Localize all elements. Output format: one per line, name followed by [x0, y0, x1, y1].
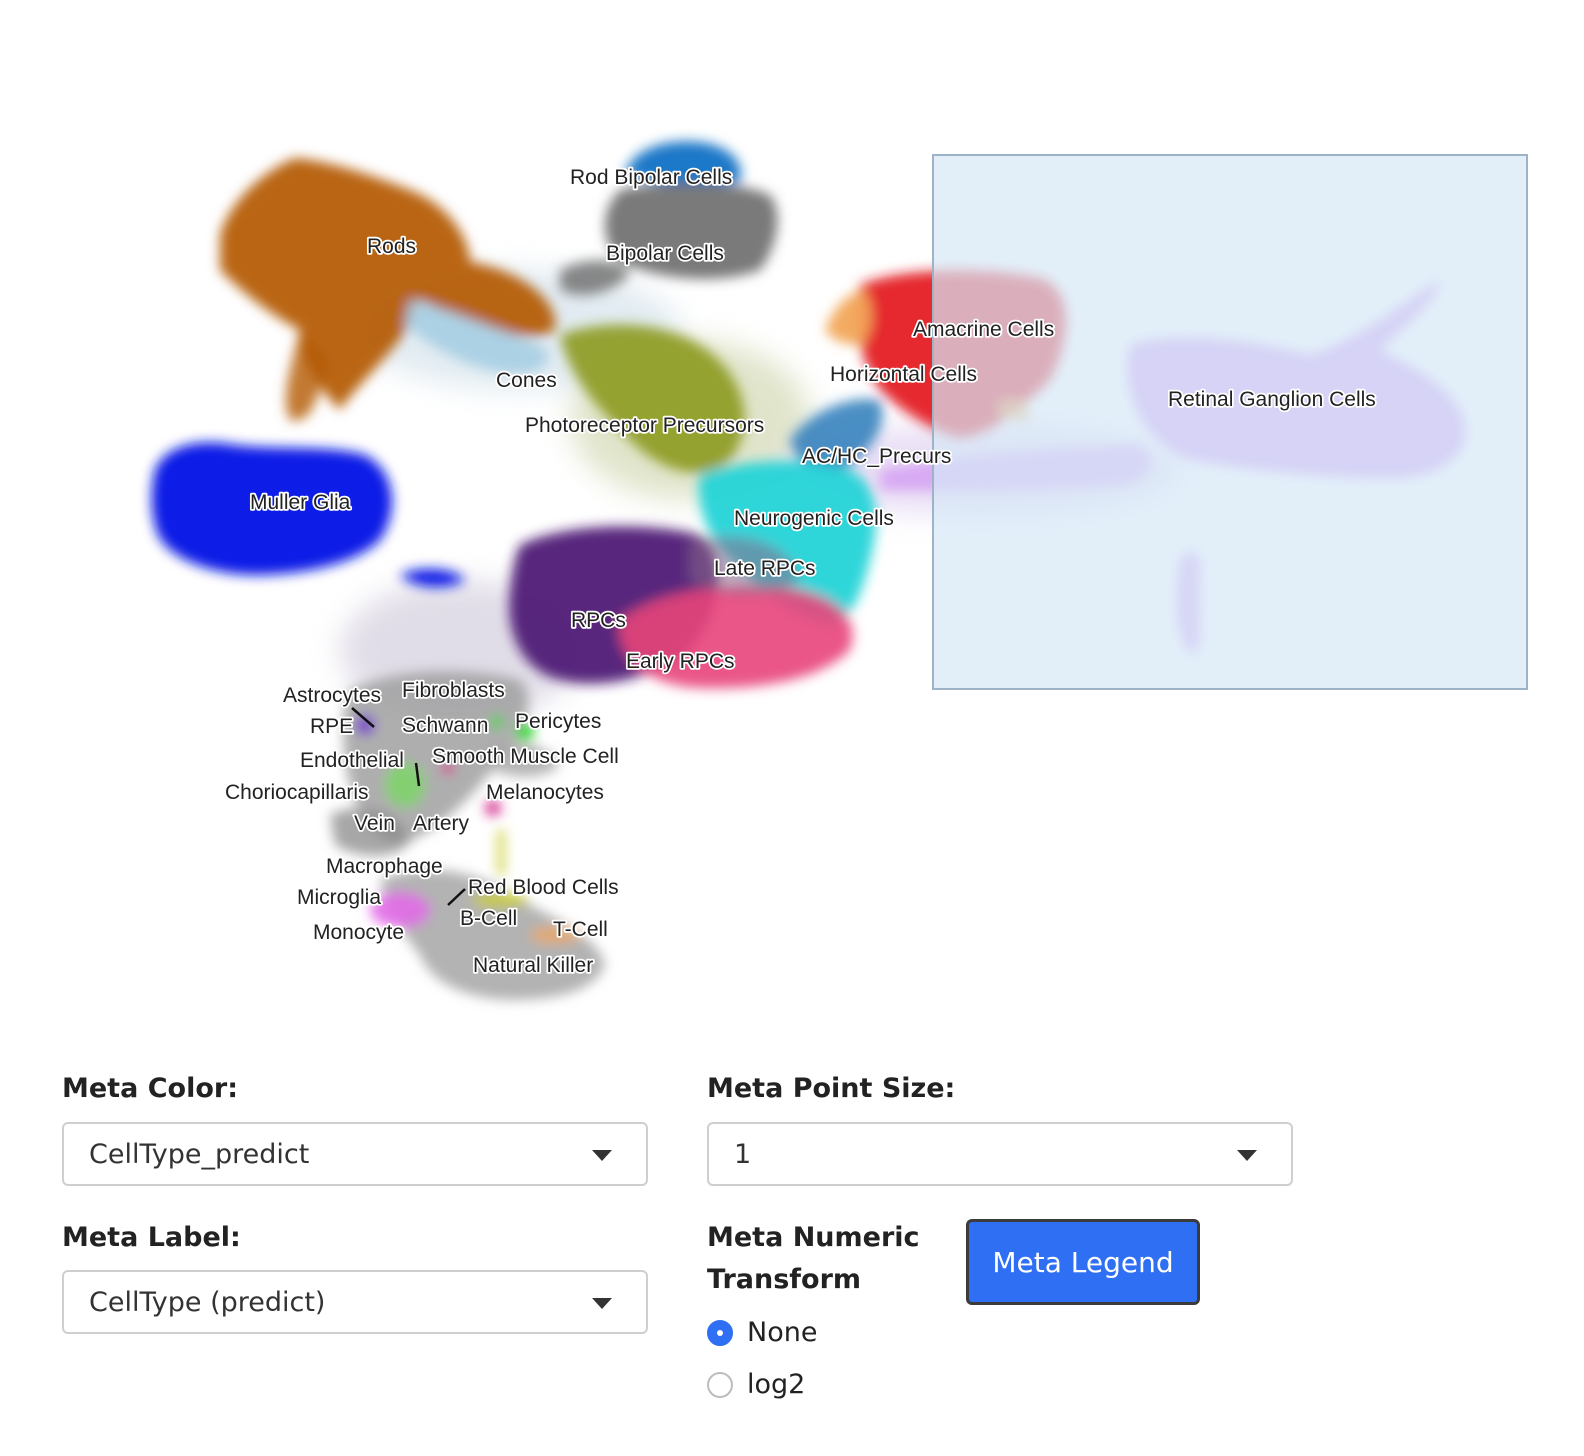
leader-lines	[351, 707, 466, 906]
label-achc-precurs: AC/HC_Precurs	[802, 445, 951, 468]
label-rod-bipolar-cells: Rod Bipolar Cells	[570, 166, 732, 189]
chevron-down-icon	[592, 1150, 612, 1161]
meta-label-value: CellType (predict)	[89, 1287, 326, 1318]
radio-option-none[interactable]: None	[707, 1317, 817, 1348]
meta-color-select[interactable]: CellType_predict	[62, 1122, 648, 1186]
label-fibroblasts: Fibroblasts	[402, 679, 505, 702]
label-muller-glia: Muller Glia	[250, 491, 351, 514]
label-smooth-muscle-cell: Smooth Muscle Cell	[432, 745, 619, 768]
label-vein: Vein	[354, 812, 395, 835]
radio-button-none[interactable]	[707, 1319, 733, 1346]
chevron-down-icon	[1237, 1150, 1257, 1161]
cluster-achc-precursors	[790, 399, 883, 471]
meta-point-size-select[interactable]: 1	[707, 1122, 1293, 1186]
label-early-rpcs: Early RPCs	[626, 650, 735, 673]
chevron-down-icon	[592, 1298, 612, 1309]
label-b-cell: B-Cell	[460, 907, 517, 930]
radio-label-log2: log2	[747, 1369, 806, 1400]
meta-point-size-value: 1	[734, 1139, 752, 1170]
cluster-photoreceptor-precursors	[560, 324, 745, 473]
numeric-transform-label-line1: Meta Numeric	[707, 1222, 920, 1253]
label-pericytes: Pericytes	[515, 710, 601, 733]
label-natural-killer: Natural Killer	[473, 954, 593, 977]
label-monocyte: Monocyte	[313, 921, 404, 944]
label-artery: Artery	[413, 812, 470, 835]
label-neurogenic-cells: Neurogenic Cells	[734, 507, 894, 530]
label-horizontal-cells: Horizontal Cells	[830, 363, 977, 386]
cluster-cones	[405, 300, 548, 374]
radio-label-none: None	[747, 1317, 818, 1348]
label-bipolar-cells: Bipolar Cells	[606, 242, 724, 265]
cluster-labels: Rod Bipolar Cells Rods Bipolar Cells Con…	[223, 164, 1377, 979]
cluster-rod-bipolar	[625, 141, 741, 185]
meta-color-value: CellType_predict	[89, 1139, 310, 1170]
label-rpcs: RPCs	[571, 609, 626, 632]
cluster-muller-glia	[151, 442, 392, 575]
label-rpe: RPE	[310, 715, 353, 738]
meta-label-label: Meta Label:	[62, 1222, 241, 1253]
label-red-blood-cells: Red Blood Cells	[468, 876, 619, 899]
label-schwann: Schwann	[402, 714, 488, 737]
meta-color-label: Meta Color:	[62, 1073, 238, 1104]
meta-legend-button[interactable]: Meta Legend	[966, 1219, 1200, 1305]
cluster-early-rpcs	[619, 586, 853, 689]
label-late-rpcs: Late RPCs	[714, 557, 816, 580]
label-t-cell: T-Cell	[553, 918, 608, 941]
label-macrophage: Macrophage	[326, 855, 443, 878]
label-retinal-ganglion-cells: Retinal Ganglion Cells	[1168, 388, 1376, 411]
cluster-bipolar	[605, 182, 778, 279]
label-microglia: Microglia	[297, 886, 381, 909]
meta-label-select[interactable]: CellType (predict)	[62, 1270, 648, 1334]
label-melanocytes: Melanocytes	[486, 781, 604, 804]
selection-box[interactable]	[932, 154, 1528, 690]
cluster-neurogenic	[698, 460, 876, 625]
label-rods: Rods	[367, 235, 416, 258]
radio-option-log2[interactable]: log2	[707, 1369, 805, 1400]
label-astrocytes: Astrocytes	[283, 684, 381, 707]
umap-svg[interactable]: Rod Bipolar Cells Rods Bipolar Cells Con…	[0, 0, 1584, 1040]
label-amacrine-cells: Amacrine Cells	[913, 318, 1054, 341]
numeric-transform-label-line2: Transform	[707, 1264, 862, 1295]
cluster-lower-grey	[343, 671, 529, 845]
label-endothelial: Endothelial	[300, 749, 404, 772]
label-choriocapillaris: Choriocapillaris	[225, 781, 369, 804]
meta-point-size-label: Meta Point Size:	[707, 1073, 956, 1104]
umap-scatter-plot[interactable]: Rod Bipolar Cells Rods Bipolar Cells Con…	[0, 0, 1584, 1040]
label-cones: Cones	[496, 369, 557, 392]
label-photoreceptor-precursors: Photoreceptor Precursors	[525, 414, 764, 437]
radio-button-log2[interactable]	[707, 1371, 733, 1398]
